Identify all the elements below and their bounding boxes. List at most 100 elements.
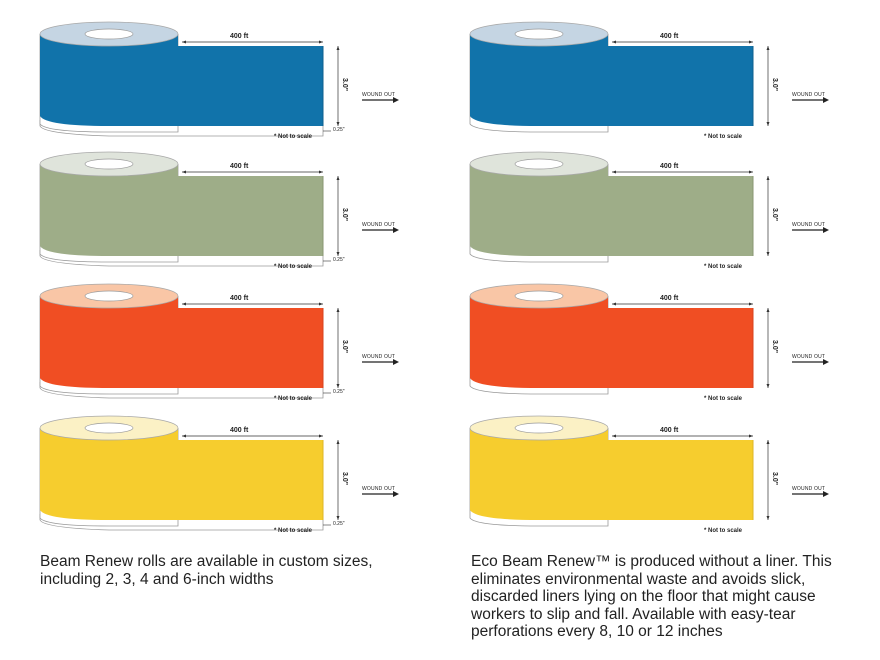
width-label: 3.0" xyxy=(341,340,348,354)
length-arrow-left-icon xyxy=(182,170,186,174)
not-to-scale-note: * Not to scale xyxy=(274,528,313,534)
width-label: 3.0" xyxy=(341,208,348,222)
eco-beam-renew-caption: Eco Beam Renew™ is produced without a li… xyxy=(471,553,832,640)
width-label: 3.0" xyxy=(771,340,778,354)
width-label: 3.0" xyxy=(341,472,348,486)
roll-drawing xyxy=(469,415,829,527)
not-to-scale-note: * Not to scale xyxy=(274,134,313,140)
width-arrow-top-icon xyxy=(766,176,770,180)
length-arrow-right-icon xyxy=(319,40,323,44)
wound-out-arrow-icon xyxy=(823,97,829,103)
width-arrow-bottom-icon xyxy=(336,122,340,126)
length-label: 400 ft xyxy=(230,427,249,434)
roll-drawing xyxy=(39,283,399,399)
width-arrow-top-icon xyxy=(336,176,340,180)
wound-out-arrow-icon xyxy=(823,227,829,233)
roll-green: 400 ft 3.0" WOUND OUT 0.25" * Not to scale xyxy=(0,150,440,282)
length-arrow-right-icon xyxy=(319,302,323,306)
tape-strip xyxy=(470,164,753,256)
roll-drawing xyxy=(39,21,399,137)
not-to-scale-note: * Not to scale xyxy=(704,528,743,534)
wound-out-label: WOUND OUT xyxy=(362,92,396,98)
tape-strip xyxy=(470,34,753,126)
roll-core xyxy=(84,28,134,40)
roll-core xyxy=(84,158,134,170)
length-arrow-left-icon xyxy=(612,302,616,306)
liner-thickness-label: 0.25" xyxy=(333,521,345,527)
roll-drawing xyxy=(469,21,829,133)
length-label: 400 ft xyxy=(660,295,679,302)
wound-out-label: WOUND OUT xyxy=(792,354,826,360)
length-arrow-right-icon xyxy=(319,434,323,438)
eco-beam-renew-panel: 400 ft 3.0" WOUND OUT * Not to scale 400 ft 3… xyxy=(430,0,870,540)
roll-orange: 400 ft 3.0" WOUND OUT 0.25" * Not to scale xyxy=(0,282,440,414)
width-arrow-top-icon xyxy=(336,440,340,444)
width-arrow-bottom-icon xyxy=(766,122,770,126)
roll-drawing xyxy=(39,415,399,531)
width-label: 3.0" xyxy=(771,472,778,486)
width-arrow-bottom-icon xyxy=(336,384,340,388)
not-to-scale-note: * Not to scale xyxy=(274,396,313,402)
length-arrow-left-icon xyxy=(182,302,186,306)
wound-out-label: WOUND OUT xyxy=(362,354,396,360)
roll-drawing xyxy=(469,283,829,395)
tape-strip xyxy=(40,428,323,520)
length-label: 400 ft xyxy=(660,33,679,40)
length-label: 400 ft xyxy=(660,427,679,434)
roll-core xyxy=(514,290,564,302)
wound-out-arrow-icon xyxy=(393,491,399,497)
wound-out-arrow-icon xyxy=(823,359,829,365)
length-label: 400 ft xyxy=(230,33,249,40)
length-label: 400 ft xyxy=(660,163,679,170)
wound-out-arrow-icon xyxy=(393,227,399,233)
not-to-scale-note: * Not to scale xyxy=(704,264,743,270)
roll-orange: 400 ft 3.0" WOUND OUT * Not to scale xyxy=(430,282,870,414)
roll-core xyxy=(514,158,564,170)
length-arrow-left-icon xyxy=(612,40,616,44)
width-arrow-bottom-icon xyxy=(766,384,770,388)
length-label: 400 ft xyxy=(230,295,249,302)
tape-strip xyxy=(40,164,323,256)
width-label: 3.0" xyxy=(771,208,778,222)
width-arrow-bottom-icon xyxy=(336,516,340,520)
roll-blue: 400 ft 3.0" WOUND OUT * Not to scale xyxy=(430,20,870,152)
roll-yellow: 400 ft 3.0" WOUND OUT * Not to scale xyxy=(430,414,870,546)
width-arrow-top-icon xyxy=(766,440,770,444)
length-label: 400 ft xyxy=(230,163,249,170)
not-to-scale-note: * Not to scale xyxy=(704,134,743,140)
wound-out-arrow-icon xyxy=(393,359,399,365)
liner-thickness-label: 0.25" xyxy=(333,257,345,263)
roll-core xyxy=(514,422,564,434)
wound-out-label: WOUND OUT xyxy=(362,222,396,228)
tape-strip xyxy=(470,296,753,388)
roll-core xyxy=(84,290,134,302)
length-arrow-right-icon xyxy=(749,40,753,44)
roll-core xyxy=(514,28,564,40)
beam-renew-caption: Beam Renew rolls are available in custom… xyxy=(40,553,373,588)
width-label: 3.0" xyxy=(341,78,348,92)
length-arrow-left-icon xyxy=(182,434,186,438)
wound-out-arrow-icon xyxy=(393,97,399,103)
roll-green: 400 ft 3.0" WOUND OUT * Not to scale xyxy=(430,150,870,282)
liner-thickness-label: 0.25" xyxy=(333,389,345,395)
roll-drawing xyxy=(469,151,829,263)
tape-strip xyxy=(40,296,323,388)
tape-strip xyxy=(470,428,753,520)
roll-blue: 400 ft 3.0" WOUND OUT 0.25" * Not to scale xyxy=(0,20,440,152)
roll-core xyxy=(84,422,134,434)
wound-out-label: WOUND OUT xyxy=(362,486,396,492)
wound-out-label: WOUND OUT xyxy=(792,92,826,98)
length-arrow-right-icon xyxy=(749,434,753,438)
length-arrow-right-icon xyxy=(749,302,753,306)
roll-drawing xyxy=(39,151,399,267)
beam-renew-panel: 400 ft 3.0" WOUND OUT 0.25" * Not to scale 40… xyxy=(0,0,440,540)
length-arrow-left-icon xyxy=(612,170,616,174)
wound-out-label: WOUND OUT xyxy=(792,486,826,492)
width-arrow-bottom-icon xyxy=(766,516,770,520)
width-arrow-bottom-icon xyxy=(336,252,340,256)
width-label: 3.0" xyxy=(771,78,778,92)
length-arrow-right-icon xyxy=(749,170,753,174)
tape-strip xyxy=(40,34,323,126)
width-arrow-top-icon xyxy=(766,308,770,312)
length-arrow-left-icon xyxy=(182,40,186,44)
